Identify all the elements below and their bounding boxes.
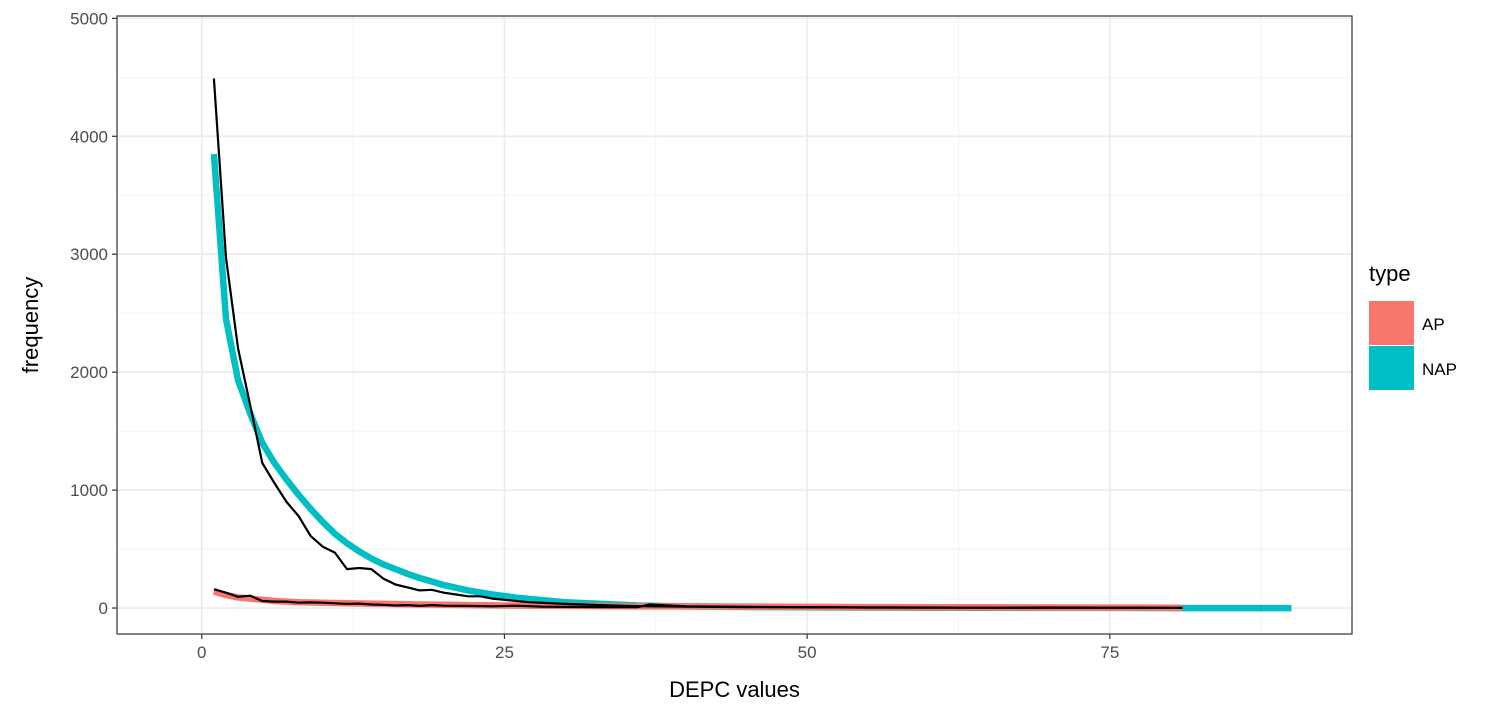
y-tick-label: 0 (99, 599, 108, 618)
y-axis: 0 1000 2000 3000 4000 5000 (70, 9, 117, 618)
legend: type AP NAP (1369, 261, 1457, 390)
series-line-3 (213, 588, 1183, 609)
x-tick-label: 75 (1100, 643, 1119, 662)
x-tick-label: 25 (495, 643, 514, 662)
legend-key-nap (1369, 346, 1414, 390)
plot-panel (117, 16, 1352, 634)
x-tick-label: 50 (798, 643, 817, 662)
y-tick-label: 3000 (70, 245, 108, 264)
y-tick-label: 5000 (70, 9, 108, 28)
x-axis-title: DEPC values (669, 677, 800, 702)
x-tick-label: 0 (197, 643, 206, 662)
y-tick-label: 4000 (70, 127, 108, 146)
legend-label-nap: NAP (1422, 360, 1457, 379)
legend-label-ap: AP (1422, 315, 1445, 334)
y-tick-label: 2000 (70, 363, 108, 382)
y-axis-title: frequency (18, 277, 43, 374)
legend-title: type (1369, 261, 1411, 286)
series-layer (210, 78, 1292, 612)
plot-border (116, 15, 1353, 635)
y-tick-label: 1000 (70, 481, 108, 500)
legend-key-ap (1369, 301, 1414, 345)
minor-gridlines (117, 16, 1352, 634)
x-axis: 0 25 50 75 (197, 634, 1119, 662)
